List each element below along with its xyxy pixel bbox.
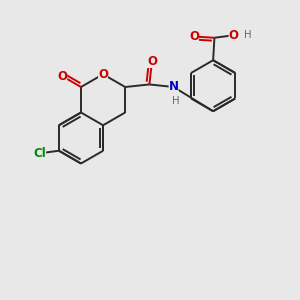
Text: O: O <box>229 29 238 42</box>
Text: O: O <box>57 70 67 83</box>
Text: H: H <box>172 96 180 106</box>
Text: O: O <box>147 55 157 68</box>
Text: Cl: Cl <box>33 147 46 160</box>
Text: O: O <box>189 30 199 43</box>
Text: N: N <box>169 80 178 94</box>
Text: O: O <box>98 68 108 81</box>
Text: H: H <box>244 30 251 40</box>
